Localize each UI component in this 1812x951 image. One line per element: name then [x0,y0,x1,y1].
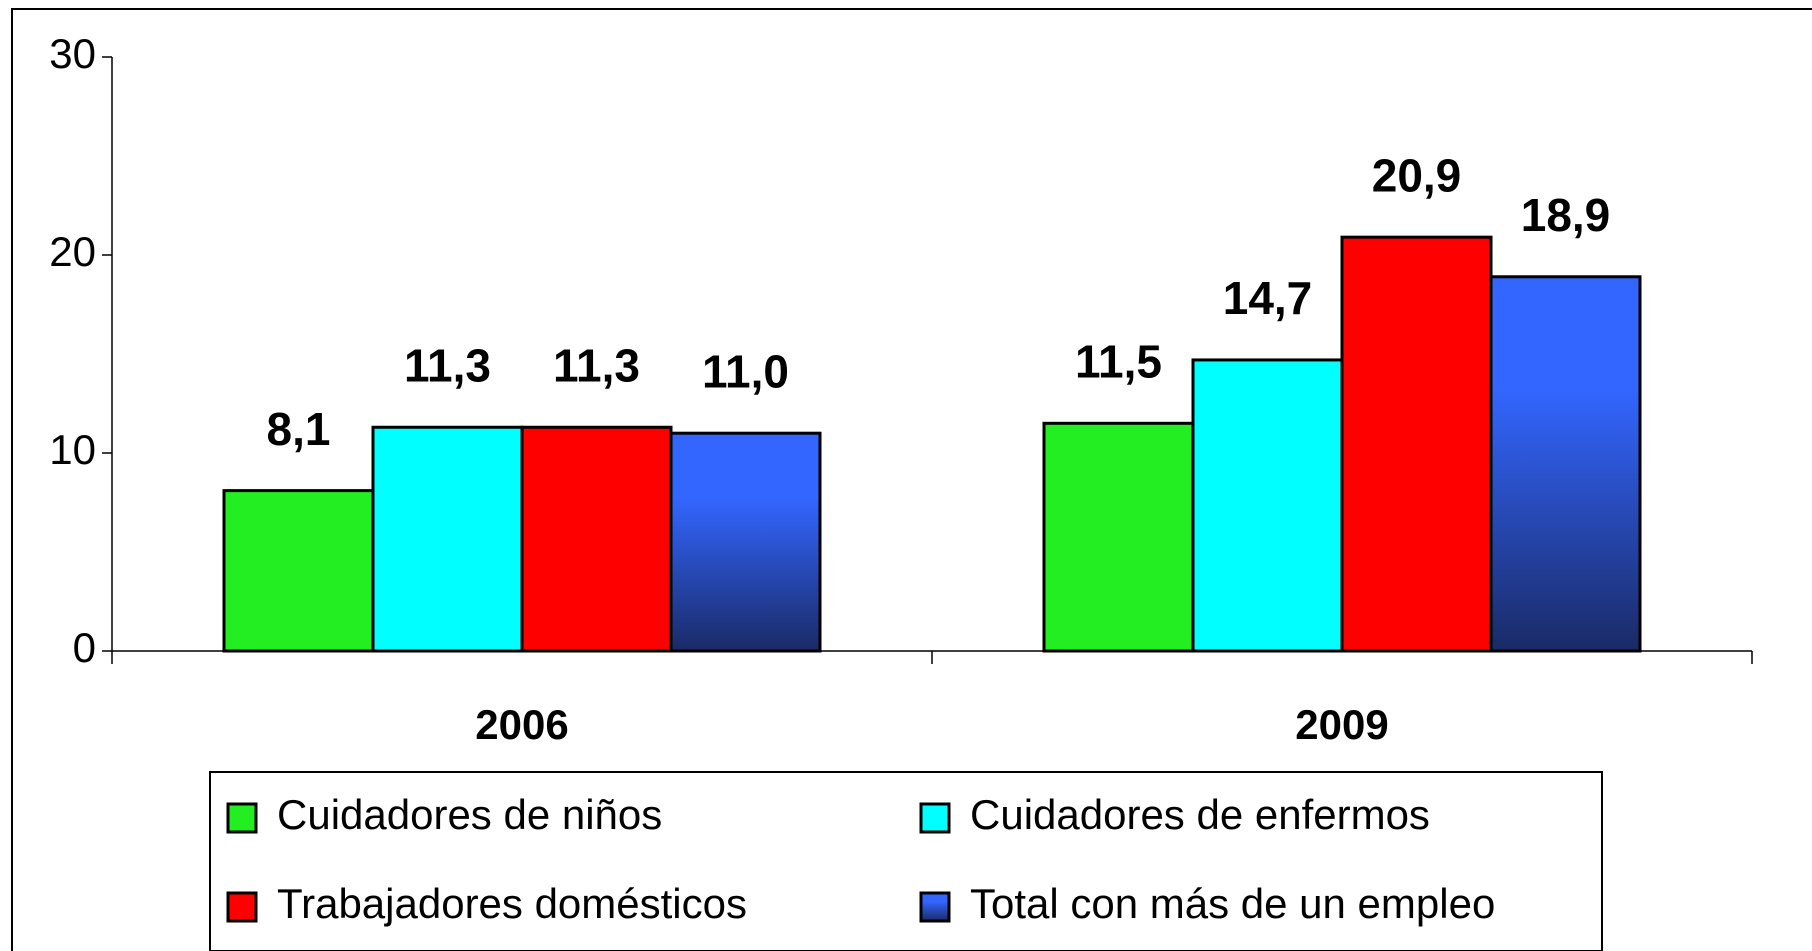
legend-label: Total con más de un empleo [970,880,1495,927]
legend-label: Cuidadores de niños [277,791,662,838]
legend-label: Cuidadores de enfermos [970,791,1430,838]
bar [1042,421,1195,653]
bar [1489,275,1642,653]
bar [371,425,524,653]
bar [520,425,673,653]
y-tick-label: 30 [49,30,96,77]
bar [1191,358,1344,653]
frame [11,8,1812,951]
value-label: 14,7 [1223,272,1313,324]
legend-swatch [919,802,951,834]
legend-swatch [919,891,951,923]
y-tick-label: 0 [73,624,96,671]
x-tick-label: 2009 [1295,701,1388,748]
y-tick-label: 10 [49,426,96,473]
value-label: 11,5 [1075,335,1162,387]
legend-box [209,771,1603,951]
value-label: 20,9 [1372,149,1462,201]
value-label: 11,0 [702,345,789,397]
x-tick-label: 2006 [475,701,568,748]
y-tick-label: 20 [49,228,96,275]
bar [669,431,822,653]
legend-swatch [226,802,258,834]
legend-label: Trabajadores domésticos [277,880,747,927]
value-label: 11,3 [553,339,640,391]
value-label: 8,1 [267,403,331,455]
value-label: 11,3 [404,339,491,391]
bar [1340,235,1493,653]
bar [222,489,375,653]
value-label: 18,9 [1521,189,1611,241]
legend-swatch [226,891,258,923]
